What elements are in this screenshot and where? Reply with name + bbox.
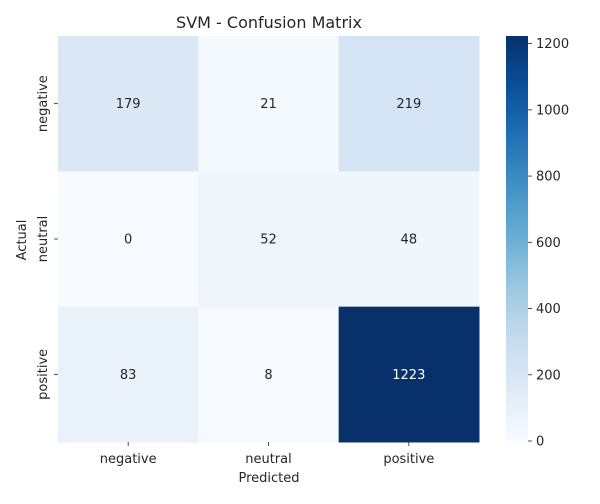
heatmap-cell [58, 36, 199, 172]
x-axis-label: Predicted [238, 471, 299, 486]
cell-value-label: 0 [124, 232, 132, 247]
heatmap-cell [58, 171, 199, 308]
colorbar-tick-label: 1200 [536, 37, 569, 52]
cell-value-label: 179 [116, 97, 141, 112]
colorbar: 0 200 400 600 800 1000 1200 [506, 36, 569, 450]
colorbar-tick-label: 200 [536, 368, 561, 383]
cell-value-label: 48 [401, 232, 418, 247]
y-tick-label: positive [36, 349, 51, 400]
cell-value-label: 1223 [392, 368, 425, 383]
y-tick-label: negative [36, 75, 51, 132]
chart-title: SVM - Confusion Matrix [176, 13, 362, 32]
heatmap-cell [338, 171, 480, 308]
x-tick-labels: negative neutral positive [100, 441, 434, 467]
cell-value-label: 21 [260, 97, 277, 112]
heatmap-cell [198, 306, 340, 443]
y-tick-label: neutral [36, 216, 51, 263]
cell-value-label: 83 [120, 368, 137, 383]
colorbar-tick-label: 800 [536, 170, 561, 185]
x-tick-label: neutral [245, 452, 292, 467]
heatmap-cell [338, 36, 480, 172]
y-axis-label: Actual [15, 220, 30, 261]
heatmap-cell [58, 306, 199, 443]
colorbar-tick-label: 0 [536, 435, 544, 450]
x-tick-label: positive [383, 452, 434, 467]
cell-value-label: 8 [264, 368, 272, 383]
y-tick-labels: negative neutral positive [36, 75, 58, 400]
heatmap-cell [338, 306, 480, 443]
colorbar-gradient [506, 36, 528, 441]
x-tick-label: negative [100, 452, 157, 467]
heatmap-cell [198, 36, 340, 172]
heatmap-cell [198, 171, 340, 308]
heatmap-cells: 179 21 219 0 52 48 83 8 1223 [58, 36, 480, 443]
cell-value-label: 219 [396, 97, 421, 112]
colorbar-tick-label: 400 [536, 302, 561, 317]
colorbar-tick-label: 600 [536, 236, 561, 251]
cell-value-label: 52 [260, 232, 277, 247]
colorbar-tick-label: 1000 [536, 103, 569, 118]
